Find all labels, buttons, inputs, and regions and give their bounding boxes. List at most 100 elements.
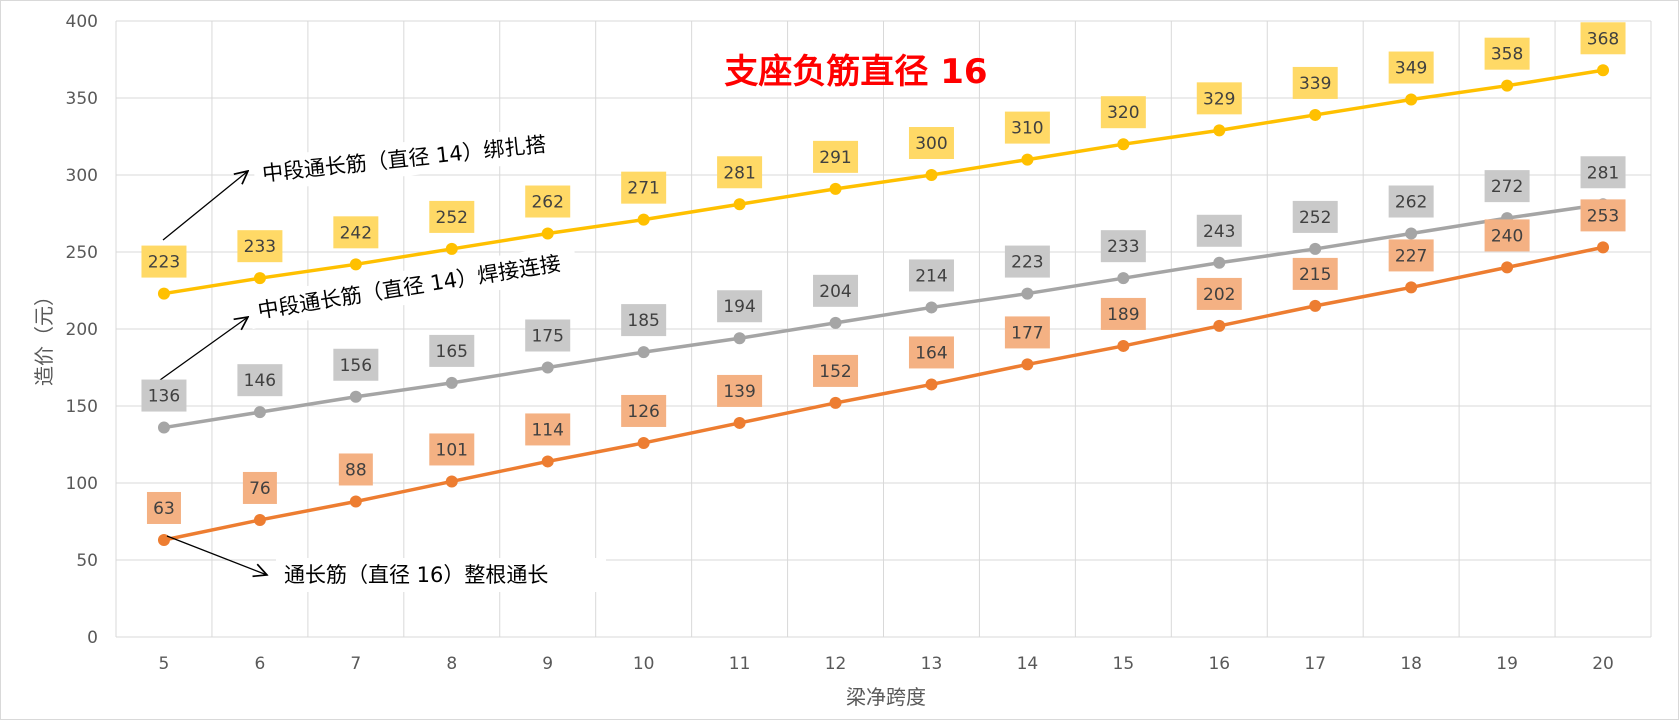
data-point	[1117, 138, 1130, 151]
x-tick-label: 14	[1017, 654, 1039, 674]
data-label-bg	[621, 171, 667, 204]
data-point	[1021, 153, 1034, 166]
data-point	[829, 396, 842, 409]
data-label-bg	[1292, 257, 1338, 290]
y-tick-label: 200	[66, 320, 98, 340]
data-label: 156	[340, 356, 372, 376]
data-label-bg	[813, 274, 859, 307]
data-label: 146	[244, 371, 276, 391]
data-label: 300	[915, 134, 947, 154]
data-label-bg	[1196, 82, 1242, 115]
x-axis-ticks: 5 6 7 8 9 10 11 12 13 14 15 16 17 18 19 20	[159, 654, 1614, 674]
annotation-group: 中段通长筋（直径 14）绑扎搭	[252, 123, 585, 192]
data-label-bg	[1388, 51, 1434, 84]
data-label-bg	[1100, 96, 1146, 129]
data-label-bg	[908, 127, 954, 159]
data-label: 63	[153, 499, 175, 519]
data-point	[1501, 261, 1514, 274]
data-point	[1309, 242, 1322, 255]
series-line-2	[163, 202, 1604, 430]
data-label: 233	[1107, 237, 1139, 257]
data-label: 152	[819, 362, 851, 382]
data-label-bg	[1484, 219, 1530, 252]
data-point	[253, 272, 266, 285]
data-label-bg	[525, 413, 571, 446]
data-label-bg	[717, 290, 763, 323]
series-line-3	[163, 245, 1604, 542]
data-label: 242	[340, 223, 372, 243]
data-label-bg	[717, 156, 763, 189]
data-label: 76	[249, 479, 271, 499]
data-label-bg	[1196, 277, 1242, 310]
x-tick-label: 10	[633, 654, 655, 674]
data-label: 252	[436, 208, 468, 228]
data-label: 164	[915, 343, 947, 363]
data-point	[637, 436, 650, 449]
data-label-bg	[141, 245, 187, 278]
data-point	[1597, 241, 1610, 254]
data-point	[1597, 64, 1610, 77]
data-point	[1501, 79, 1514, 92]
data-label-bg	[908, 259, 954, 292]
data-label: 252	[1299, 208, 1331, 228]
x-tick-label: 13	[921, 654, 943, 674]
data-label-bg	[237, 364, 283, 397]
data-point	[253, 406, 266, 419]
data-label: 114	[531, 420, 563, 440]
y-tick-label: 100	[66, 474, 98, 494]
data-label-bg	[525, 185, 571, 218]
data-label: 272	[1491, 177, 1523, 197]
data-label: 320	[1107, 103, 1139, 123]
x-tick-label: 11	[729, 654, 751, 674]
data-label: 194	[723, 297, 755, 317]
data-label-bg	[908, 336, 954, 369]
data-label: 281	[1587, 163, 1619, 183]
x-tick-label: 17	[1304, 654, 1326, 674]
data-label: 88	[345, 460, 367, 480]
annotation-arrow	[162, 171, 248, 241]
y-tick-label: 300	[66, 166, 98, 186]
data-label-bg	[1580, 22, 1626, 55]
data-label: 227	[1395, 246, 1427, 266]
data-point	[1405, 227, 1418, 240]
data-label-bg	[1580, 156, 1626, 189]
data-label-bg	[146, 491, 181, 524]
data-point	[925, 169, 938, 181]
data-point	[541, 455, 554, 468]
y-tick-label: 50	[76, 551, 98, 571]
data-label-bg	[333, 348, 379, 381]
data-point	[157, 287, 170, 300]
x-tick-label: 5	[159, 654, 170, 674]
y-axis-ticks: 0 50 100 150 200 250 300 350 400	[66, 12, 98, 648]
data-point	[829, 316, 842, 329]
y-tick-label: 350	[66, 89, 98, 109]
data-label-bg	[1292, 200, 1338, 233]
data-point	[1117, 339, 1130, 352]
data-point	[829, 182, 842, 195]
data-point	[733, 332, 746, 345]
data-point	[1021, 287, 1034, 300]
data-point	[925, 301, 938, 314]
data-label: 233	[244, 237, 276, 257]
x-tick-label: 9	[542, 654, 553, 674]
y-tick-label: 150	[66, 397, 98, 417]
data-label: 310	[1011, 119, 1043, 139]
data-point	[637, 346, 650, 359]
data-label: 101	[436, 440, 468, 460]
data-labels: 223 233 242 252 262 271 281 291 300 310 320 329 339 3…	[141, 22, 1626, 524]
data-label-bg	[429, 200, 475, 233]
data-label: 126	[627, 402, 659, 422]
data-point	[1309, 299, 1322, 312]
data-point	[349, 495, 362, 508]
data-label: 189	[1107, 305, 1139, 325]
data-point	[157, 421, 170, 434]
data-point	[541, 361, 554, 374]
data-label-bg	[429, 334, 475, 367]
x-tick-label: 6	[254, 654, 265, 674]
x-tick-label: 8	[446, 654, 457, 674]
data-point	[733, 416, 746, 429]
annotation-bg	[276, 558, 606, 592]
data-label-bg	[525, 319, 571, 352]
data-label: 136	[148, 387, 180, 407]
